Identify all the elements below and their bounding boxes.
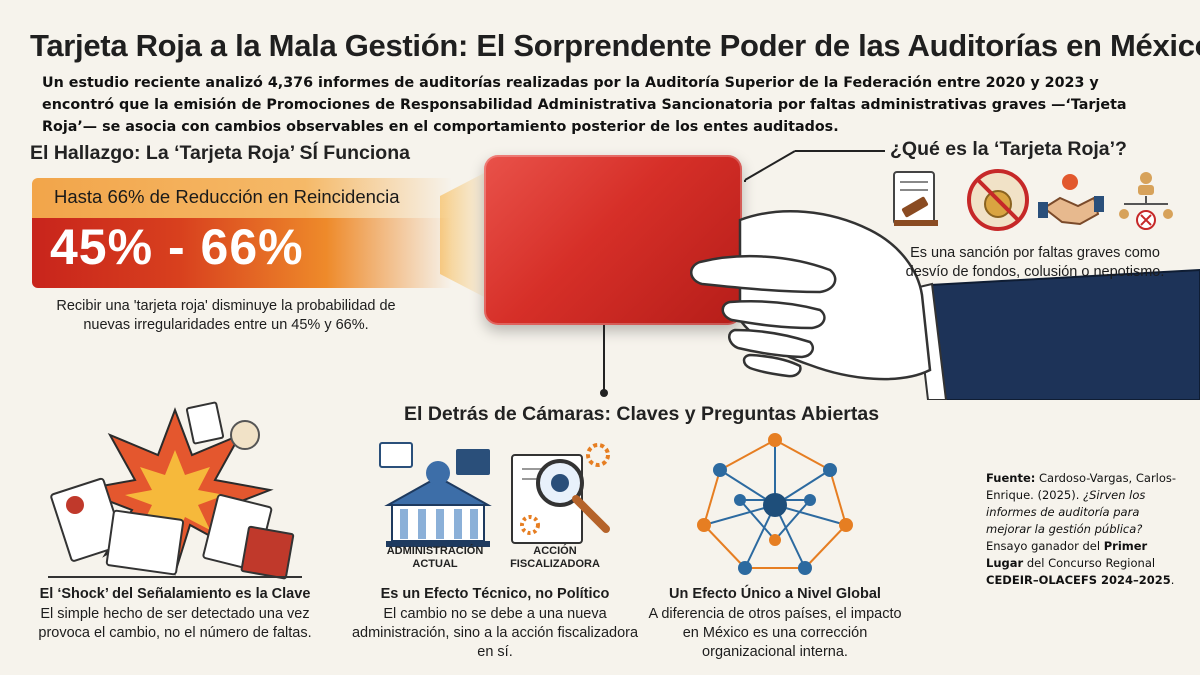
hallazgo-description: Recibir una 'tarjeta roja' disminuye la …: [56, 298, 396, 333]
red-card: [484, 155, 742, 325]
hallazgo-heading: El Hallazgo: La ‘Tarjeta Roja’ SÍ Funcio…: [30, 142, 410, 164]
label-administracion-actual: ADMINISTRACIÓN ACTUAL: [386, 545, 484, 570]
source-contest-prefix: del Concurso Regional: [1023, 556, 1156, 570]
government-building-icon: [379, 442, 492, 547]
hand-holding-card-illustration: [690, 210, 1200, 400]
shock-title: El ‘Shock’ del Señalamiento es la Clave: [39, 586, 311, 602]
connector-lines: [600, 150, 885, 397]
shock-description: El simple hecho de ser detectado una vez…: [38, 606, 312, 641]
source-authors: Cardoso-Vargas, Carlos-Enrique. (2025).: [986, 471, 1177, 502]
source-prize-prefix: Ensayo ganador del: [986, 539, 1104, 553]
que-es-heading: ¿Qué es la ‘Tarjeta Roja’?: [890, 138, 1127, 160]
reduction-banner: Hasta 66% de Reducción en Reincidencia 4…: [32, 178, 452, 288]
technical-effect-illustration: [379, 442, 610, 547]
source-prize: Primer Lugar: [986, 539, 1148, 570]
que-es-description: Es una sanción por faltas graves como de…: [905, 245, 1165, 280]
source-work-title: ¿Sirven los informes de auditoría para m…: [986, 488, 1146, 536]
source-label: Fuente:: [986, 471, 1036, 485]
banner-value: 45% - 66%: [50, 219, 304, 275]
banner-label: Hasta 66% de Reducción en Reincidencia: [54, 186, 400, 207]
shock-explosion-illustration: [48, 401, 302, 580]
detras-heading: El Detrás de Cámaras: Claves y Preguntas…: [404, 403, 880, 425]
audit-magnifier-icon: [511, 443, 610, 544]
gavel-document-icon: [893, 171, 938, 226]
page-title: Tarjeta Roja a la Mala Gestión: El Sorpr…: [30, 28, 1200, 63]
global-title: Un Efecto Único a Nivel Global: [669, 586, 881, 602]
tecnico-title: Es un Efecto Técnico, no Político: [380, 586, 610, 602]
source-end: .: [1170, 573, 1175, 587]
nepotism-org-icon: [1119, 172, 1173, 230]
handshake-icon: [1038, 174, 1104, 226]
label-accion-fiscalizadora: ACCIÓN FISCALIZADORA: [510, 545, 600, 570]
banner-value-strip: 45% - 66%: [32, 218, 452, 288]
intro-paragraph: Un estudio reciente analizó 4,376 inform…: [42, 75, 1127, 135]
banner-label-strip: Hasta 66% de Reducción en Reincidencia: [32, 178, 452, 218]
sanction-types-icons: [893, 169, 1173, 231]
connector-line-top: [744, 180, 746, 182]
global-description: A diferencia de otros países, el impacto…: [648, 606, 902, 660]
source-citation: Fuente: Cardoso-Vargas, Carlos-Enrique. …: [986, 470, 1186, 589]
tecnico-description: El cambio no se debe a una nueva adminis…: [351, 606, 639, 660]
global-network-icon: [697, 433, 853, 575]
source-contest: CEDEIR–OLACEFS 2024–2025: [986, 573, 1171, 587]
no-money-icon: [967, 169, 1029, 231]
